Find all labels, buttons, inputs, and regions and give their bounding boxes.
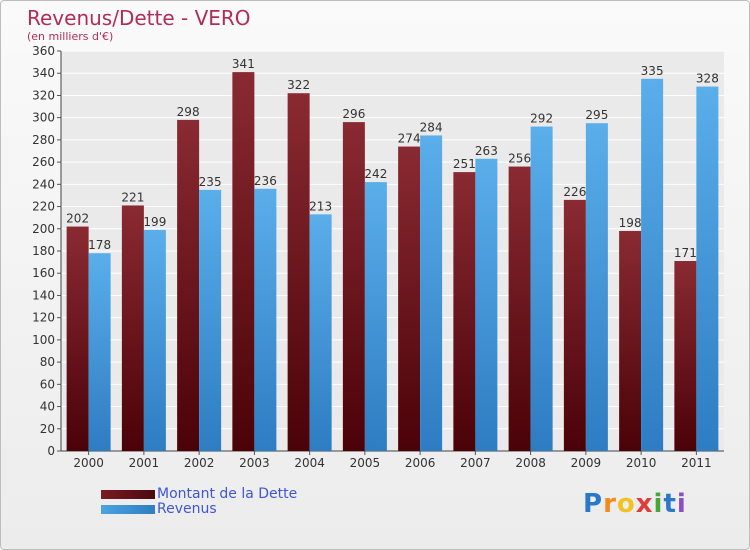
bar-dette: [563, 199, 586, 451]
data-label: 341: [232, 57, 255, 71]
data-label: 226: [563, 185, 586, 199]
data-label: 251: [453, 157, 476, 171]
x-tick-label: 2000: [73, 456, 104, 470]
data-label: 242: [364, 167, 387, 181]
data-label: 236: [254, 174, 277, 188]
bar-revenus: [420, 135, 443, 451]
x-tick-label: 2005: [350, 456, 381, 470]
y-tick-label: 80: [40, 355, 55, 369]
data-label: 284: [420, 120, 443, 134]
bar-revenus: [585, 123, 608, 451]
chart-title: Revenus/Dette - VERO: [27, 6, 251, 30]
x-tick-label: 2003: [239, 456, 270, 470]
x-tick-label: 2004: [294, 456, 325, 470]
bar-revenus: [641, 78, 664, 452]
bar-dette: [287, 93, 310, 451]
bar-revenus: [696, 86, 719, 452]
x-tick-label: 2010: [626, 456, 657, 470]
data-label: 274: [398, 132, 421, 146]
bar-dette: [619, 231, 642, 451]
logo-letter: o: [616, 489, 636, 519]
bar-revenus: [254, 188, 277, 451]
y-tick-label: 140: [32, 288, 55, 302]
data-label: 328: [696, 72, 719, 86]
bar-revenus: [530, 126, 553, 452]
bar-dette: [674, 261, 697, 451]
x-tick-label: 2009: [571, 456, 602, 470]
data-label: 295: [585, 108, 608, 122]
y-tick-label: 20: [40, 422, 55, 436]
y-tick-label: 200: [32, 222, 55, 236]
y-tick-label: 120: [32, 311, 55, 325]
data-label: 178: [88, 238, 111, 252]
y-tick-label: 160: [32, 266, 55, 280]
y-tick-label: 340: [32, 66, 55, 80]
x-tick-label: 2007: [460, 456, 491, 470]
bar-revenus: [475, 158, 498, 451]
y-tick-label: 240: [32, 177, 55, 191]
bar-dette: [232, 72, 255, 451]
bar-revenus: [143, 229, 166, 451]
y-tick-label: 320: [32, 88, 55, 102]
x-tick-label: 2011: [681, 456, 712, 470]
y-tick-label: 280: [32, 133, 55, 147]
bar-revenus: [309, 214, 332, 451]
x-tick-label: 2001: [129, 456, 160, 470]
bar-dette: [398, 146, 421, 452]
legend-label-dette: Montant de la Dette: [157, 486, 298, 502]
x-tick-label: 2006: [405, 456, 436, 470]
bar-dette: [66, 226, 89, 451]
data-label: 292: [530, 112, 553, 126]
bar-dette: [177, 119, 200, 451]
data-label: 199: [143, 215, 166, 229]
y-tick-label: 300: [32, 111, 55, 125]
logo-letter: i: [676, 489, 687, 519]
y-tick-label: 220: [32, 200, 55, 214]
bar-revenus: [88, 253, 111, 451]
y-tick-label: 0: [47, 444, 55, 458]
bar-dette: [342, 122, 365, 451]
logo-letter: i: [653, 489, 664, 519]
x-tick-label: 2002: [184, 456, 215, 470]
data-label: 296: [342, 107, 365, 121]
legend-swatch-dette: [101, 490, 155, 499]
data-label: 171: [674, 246, 697, 260]
bar-dette: [508, 166, 531, 452]
data-label: 256: [508, 152, 531, 166]
proxiti-logo: Proxiti: [583, 489, 687, 519]
data-label: 213: [309, 199, 332, 213]
data-label: 221: [121, 190, 144, 204]
y-tick-label: 40: [40, 400, 55, 414]
data-label: 322: [287, 78, 310, 92]
y-tick-label: 260: [32, 155, 55, 169]
bar-revenus: [199, 189, 222, 451]
logo-letter: t: [663, 489, 677, 519]
data-label: 298: [177, 105, 200, 119]
x-tick-label: 2008: [515, 456, 546, 470]
y-tick-label: 180: [32, 244, 55, 258]
legend-label-revenus: Revenus: [157, 501, 217, 517]
data-label: 202: [66, 212, 89, 226]
data-label: 235: [199, 175, 222, 189]
y-tick-label: 360: [32, 44, 55, 58]
y-tick-label: 60: [40, 377, 55, 391]
logo-letter: P: [583, 489, 604, 519]
y-tick-label: 100: [32, 333, 55, 347]
bar-revenus: [364, 182, 387, 451]
legend-swatch-revenus: [101, 505, 155, 514]
chart-subtitle: (en milliers d'€): [27, 30, 114, 43]
bar-dette: [453, 172, 476, 451]
logo-letter: r: [603, 489, 617, 519]
data-label: 335: [641, 64, 664, 78]
bar-dette: [121, 205, 144, 451]
data-label: 198: [619, 216, 642, 230]
data-label: 263: [475, 144, 498, 158]
logo-letter: x: [635, 489, 654, 519]
